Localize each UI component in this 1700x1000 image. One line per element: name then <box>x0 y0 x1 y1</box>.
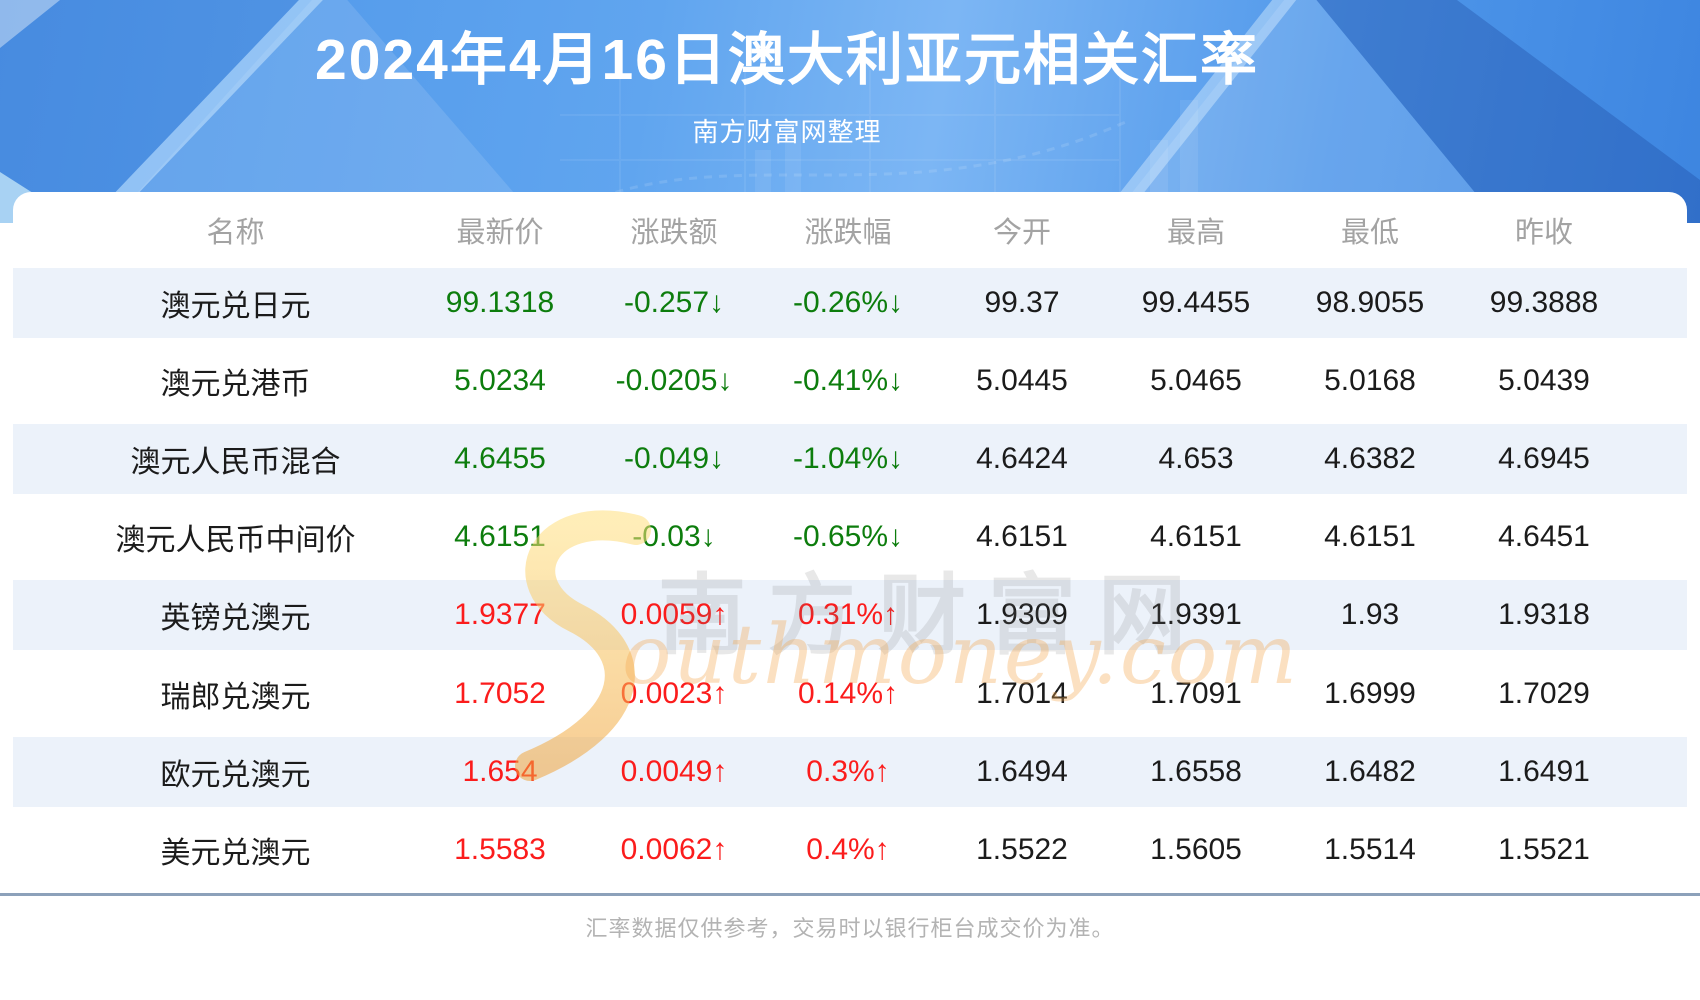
name-cell: 美元兑澳元 <box>160 836 311 870</box>
latest-cell: 4.6151 <box>454 520 546 554</box>
prev-close-cell: 1.5521 <box>1498 832 1590 866</box>
prev-close-cell: 4.6451 <box>1498 520 1590 554</box>
banner-graphic <box>0 0 1700 223</box>
header-cell-latest: 最新价 <box>456 217 544 249</box>
change-cell: 0.0023↑ <box>620 676 728 710</box>
change-pct-cell: -0.41%↓ <box>792 364 904 398</box>
low-cell: 98.9055 <box>1315 286 1425 320</box>
footer-divider <box>0 893 1700 896</box>
latest-cell: 5.0234 <box>454 364 546 398</box>
table-row: 澳元人民币中间价 4.6151 -0.03↓ -0.65%↓ 4.6151 4.6151 4… <box>13 502 1687 580</box>
table-row: 澳元兑港币 5.0234 -0.0205↓ -0.41%↓ 5.0445 5.0465 5.… <box>13 346 1687 424</box>
latest-cell: 1.9377 <box>454 598 546 632</box>
open-cell: 1.6494 <box>976 754 1068 788</box>
table-row: 英镑兑澳元 1.9377 0.0059↑ 0.31%↑ 1.9309 1.9391 1.93… <box>13 580 1687 658</box>
latest-cell: 1.7052 <box>454 676 546 710</box>
high-cell: 99.4455 <box>1141 286 1251 320</box>
change-cell: 0.0062↑ <box>620 832 728 866</box>
open-cell: 99.37 <box>984 286 1060 320</box>
change-pct-cell: 0.3%↑ <box>806 754 890 788</box>
high-cell: 1.7091 <box>1150 676 1242 710</box>
change-cell: 0.0059↑ <box>620 598 728 632</box>
prev-close-cell: 1.6491 <box>1498 754 1590 788</box>
open-cell: 4.6424 <box>976 442 1068 476</box>
banner: 2024年4月16日澳大利亚元相关汇率 南方财富网整理 <box>0 0 1700 223</box>
page-subtitle: 南方财富网整理 <box>692 117 882 147</box>
prev-close-cell: 99.3888 <box>1489 286 1599 320</box>
change-pct-cell: 0.4%↑ <box>806 832 890 866</box>
low-cell: 4.6151 <box>1324 520 1416 554</box>
name-cell: 欧元兑澳元 <box>160 758 311 792</box>
name-cell: 澳元人民币中间价 <box>115 524 356 558</box>
header-cell-change: 涨跌额 <box>630 217 718 249</box>
table-body: 澳元兑日元 99.1318 -0.257↓ -0.26%↓ 99.37 99.4455 98… <box>13 268 1687 893</box>
change-pct-cell: 0.31%↑ <box>797 598 899 632</box>
rates-table: 名称 最新价 涨跌额 涨跌幅 今开 最高 最低 昨收 澳元兑日元 99.1318 -0.257↓ -… <box>13 192 1687 893</box>
open-cell: 1.9309 <box>976 598 1068 632</box>
open-cell: 1.5522 <box>976 832 1068 866</box>
table-row: 欧元兑澳元 1.654 0.0049↑ 0.3%↑ 1.6494 1.6558 1.6482… <box>13 736 1687 815</box>
low-cell: 1.93 <box>1340 598 1400 632</box>
footer-note: 汇率数据仅供参考，交易时以银行柜台成交价为准。 <box>585 916 1115 941</box>
change-cell: 0.0049↑ <box>620 754 728 788</box>
header-cell-prev_close: 昨收 <box>1514 217 1573 249</box>
low-cell: 1.6999 <box>1324 676 1416 710</box>
change-cell: -0.0205↓ <box>615 364 733 398</box>
high-cell: 1.5605 <box>1150 832 1242 866</box>
table-row: 美元兑澳元 1.5583 0.0062↑ 0.4%↑ 1.5522 1.5605 1.551… <box>13 815 1687 893</box>
high-cell: 4.653 <box>1158 442 1234 476</box>
prev-close-cell: 1.9318 <box>1498 598 1590 632</box>
latest-cell: 4.6455 <box>454 442 546 476</box>
header-cell-high: 最高 <box>1166 217 1225 249</box>
name-cell: 瑞郎兑澳元 <box>160 680 311 714</box>
header-cell-name: 名称 <box>206 217 265 249</box>
open-cell: 1.7014 <box>976 676 1068 710</box>
table-header: 名称 最新价 涨跌额 涨跌幅 今开 最高 最低 昨收 <box>13 192 1687 268</box>
header-cell-low: 最低 <box>1340 217 1399 249</box>
name-cell: 澳元人民币混合 <box>130 446 341 480</box>
low-cell: 5.0168 <box>1324 364 1416 398</box>
name-cell: 澳元兑日元 <box>160 290 311 324</box>
prev-close-cell: 4.6945 <box>1498 442 1590 476</box>
low-cell: 1.6482 <box>1324 754 1416 788</box>
prev-close-cell: 1.7029 <box>1498 676 1590 710</box>
latest-cell: 99.1318 <box>445 286 555 320</box>
change-pct-cell: 0.14%↑ <box>797 676 899 710</box>
prev-close-cell: 5.0439 <box>1498 364 1590 398</box>
name-cell: 澳元兑港币 <box>160 368 311 402</box>
change-cell: -0.03↓ <box>632 520 716 554</box>
change-pct-cell: -0.65%↓ <box>792 520 904 554</box>
open-cell: 5.0445 <box>976 364 1068 398</box>
header-cell-change_pct: 涨跌幅 <box>804 217 892 249</box>
latest-cell: 1.5583 <box>454 832 546 866</box>
change-pct-cell: -0.26%↓ <box>792 286 904 320</box>
page-title: 2024年4月16日澳大利亚元相关汇率 <box>315 28 1259 92</box>
change-cell: -0.049↓ <box>623 442 725 476</box>
table-row: 澳元兑日元 99.1318 -0.257↓ -0.26%↓ 99.37 99.4455 98… <box>13 268 1687 346</box>
high-cell: 1.6558 <box>1150 754 1242 788</box>
table-row: 瑞郎兑澳元 1.7052 0.0023↑ 0.14%↑ 1.7014 1.7091 1.69… <box>13 658 1687 736</box>
high-cell: 5.0465 <box>1150 364 1242 398</box>
low-cell: 4.6382 <box>1324 442 1416 476</box>
table-row: 澳元人民币混合 4.6455 -0.049↓ -1.04%↓ 4.6424 4.653 4.… <box>13 424 1687 502</box>
header-cell-open: 今开 <box>992 217 1051 249</box>
latest-cell: 1.654 <box>462 754 538 788</box>
high-cell: 4.6151 <box>1150 520 1242 554</box>
low-cell: 1.5514 <box>1324 832 1416 866</box>
name-cell: 英镑兑澳元 <box>160 602 311 636</box>
high-cell: 1.9391 <box>1150 598 1242 632</box>
change-pct-cell: -1.04%↓ <box>792 442 904 476</box>
change-cell: -0.257↓ <box>623 286 725 320</box>
open-cell: 4.6151 <box>976 520 1068 554</box>
